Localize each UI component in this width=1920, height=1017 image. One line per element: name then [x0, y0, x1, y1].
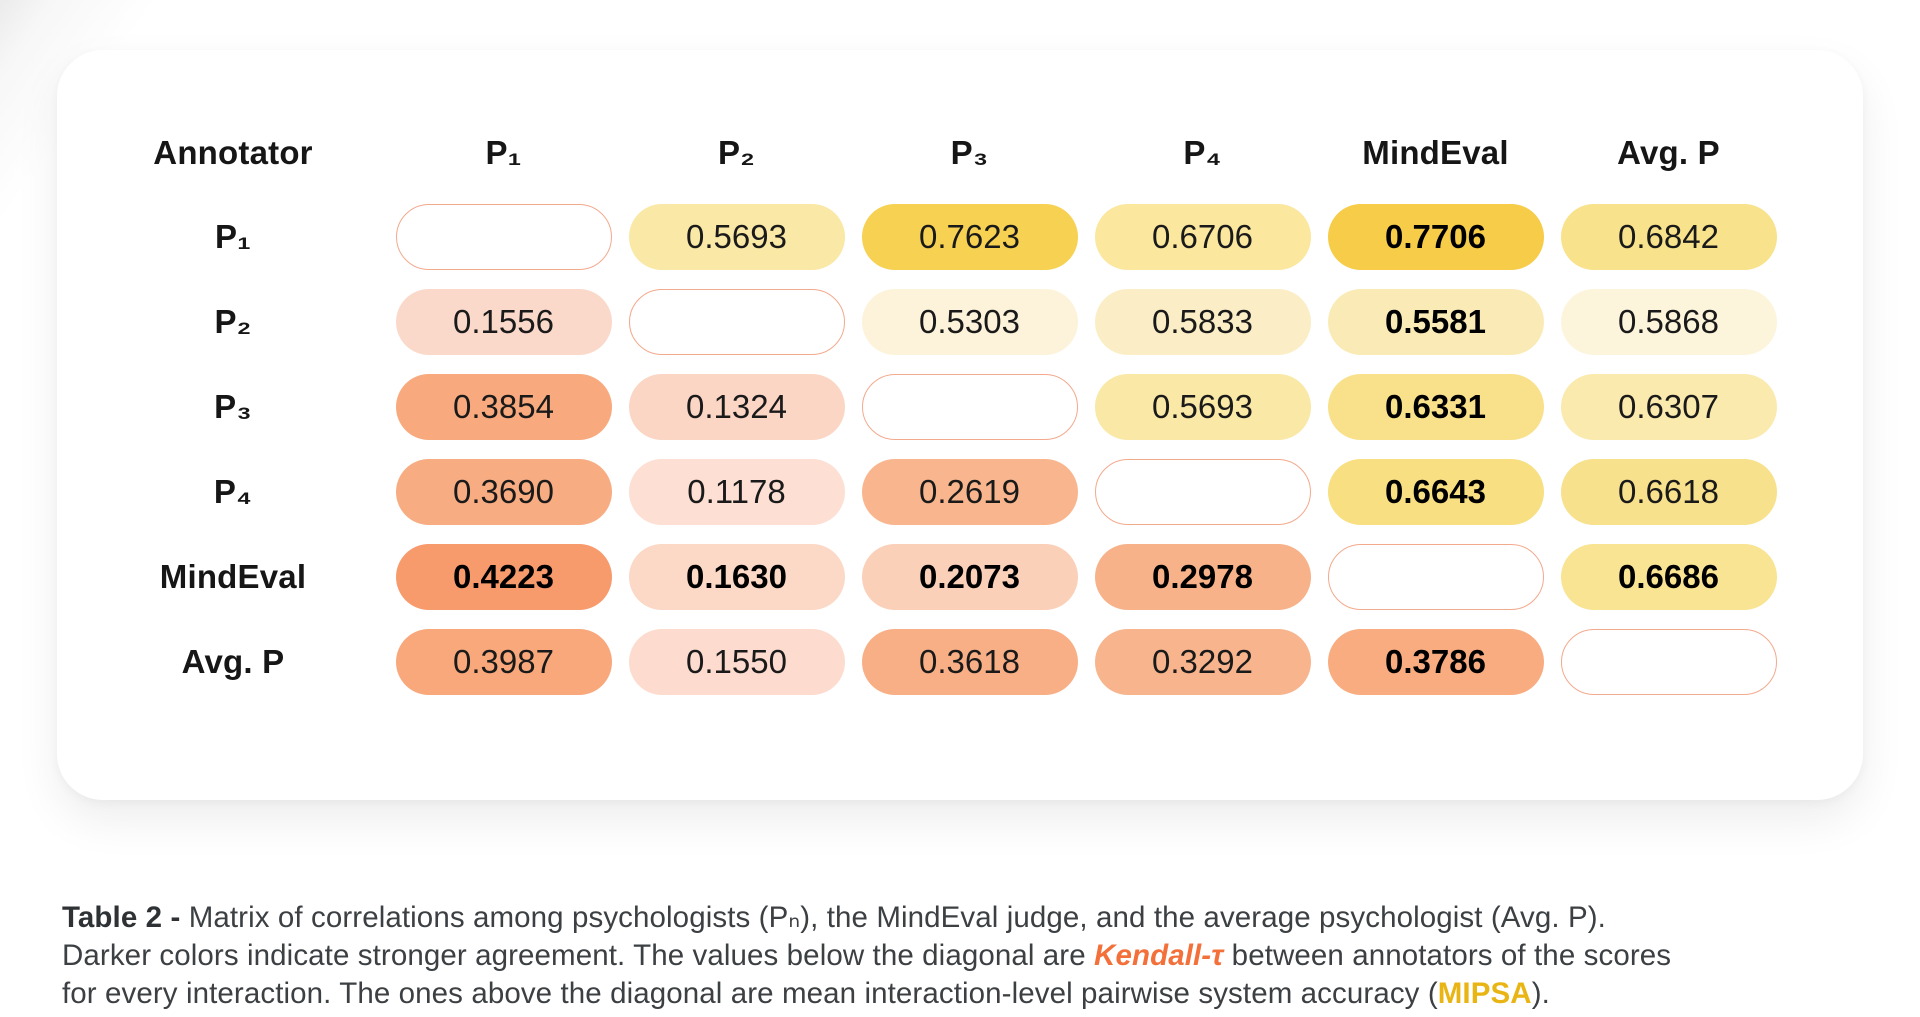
caption-line: Table 2 - Matrix of correlations among p… [62, 899, 1852, 937]
diagonal-cell [395, 203, 612, 270]
row-label: Avg. P [181, 642, 285, 680]
matrix-cell: 0.6686 [1560, 543, 1777, 610]
kendall-tau-label: Kendall-τ [1094, 939, 1224, 972]
diagonal-cell [1094, 458, 1311, 525]
matrix-cell: 0.7706 [1327, 203, 1544, 270]
caption-line: Darker colors indicate stronger agreemen… [62, 937, 1852, 975]
row-label: P₄ [213, 472, 253, 510]
matrix-cell: 0.6842 [1560, 203, 1777, 270]
header-p3: P₃ [950, 134, 989, 171]
header-p1: P₁ [485, 134, 522, 171]
correlation-matrix: Annotator P₁ P₂ P₃ P₄ MindEval Avg. P P₁… [57, 50, 1863, 704]
row-label: MindEval [159, 557, 307, 595]
diagonal-cell [1327, 543, 1544, 610]
table-row: P₄ 0.3690 0.1178 0.2619 0.6643 0.6618 [79, 449, 1863, 534]
header-annotator: Annotator [153, 134, 313, 171]
matrix-cell: 0.6618 [1560, 458, 1777, 525]
matrix-cell: 0.1178 [628, 458, 845, 525]
table-row: MindEval 0.4223 0.1630 0.2073 0.2978 0.6686 [79, 534, 1863, 619]
matrix-cell: 0.3786 [1327, 628, 1544, 695]
caption-text: Darker colors indicate stronger agreemen… [62, 939, 1095, 972]
matrix-cell: 0.5303 [861, 288, 1078, 355]
matrix-cell: 0.3854 [395, 373, 612, 440]
matrix-cell: 0.5693 [628, 203, 845, 270]
matrix-cell: 0.5581 [1327, 288, 1544, 355]
matrix-cell: 0.1550 [628, 628, 845, 695]
table-row: P₃ 0.3854 0.1324 0.5693 0.6331 0.6307 [79, 364, 1863, 449]
matrix-cell: 0.2978 [1094, 543, 1311, 610]
matrix-body: P₁ 0.5693 0.7623 0.6706 0.7706 0.6842 P₂ 0.1556… [79, 194, 1863, 704]
matrix-cell: 0.2619 [861, 458, 1078, 525]
caption-text: Matrix of correlations among psychologis… [188, 901, 1606, 934]
caption-text: for every interaction. The ones above th… [62, 977, 1438, 1010]
row-label: P₃ [214, 387, 252, 425]
matrix-cell: 0.6706 [1094, 203, 1311, 270]
diagonal-cell [861, 373, 1078, 440]
matrix-cell: 0.5693 [1094, 373, 1311, 440]
caption-line: for every interaction. The ones above th… [62, 975, 1852, 1013]
header-avg-p: Avg. P [1617, 134, 1720, 171]
correlation-matrix-card: Annotator P₁ P₂ P₃ P₄ MindEval Avg. P P₁… [57, 50, 1863, 800]
matrix-cell: 0.5868 [1560, 288, 1777, 355]
caption-text: between annotators of the scores [1223, 939, 1672, 972]
header-p4: P₄ [1183, 134, 1222, 171]
matrix-cell: 0.4223 [395, 543, 612, 610]
matrix-header-row: Annotator P₁ P₂ P₃ P₄ MindEval Avg. P [79, 112, 1863, 194]
matrix-cell: 0.1556 [395, 288, 612, 355]
row-label: P₂ [214, 302, 252, 340]
matrix-cell: 0.6643 [1327, 458, 1544, 525]
mipsa-label: MIPSA [1437, 977, 1532, 1010]
caption: Table 2 - Matrix of correlations among p… [62, 899, 1852, 1013]
matrix-cell: 0.1324 [628, 373, 845, 440]
matrix-cell: 0.2073 [861, 543, 1078, 610]
matrix-cell: 0.3618 [861, 628, 1078, 695]
matrix-cell: 0.7623 [861, 203, 1078, 270]
table-row: P₁ 0.5693 0.7623 0.6706 0.7706 0.6842 [79, 194, 1863, 279]
header-mindeval: MindEval [1362, 134, 1509, 171]
caption-text: Table 2 - [62, 901, 189, 934]
matrix-cell: 0.3987 [395, 628, 612, 695]
matrix-cell: 0.6307 [1560, 373, 1777, 440]
matrix-cell: 0.5833 [1094, 288, 1311, 355]
caption-text: ). [1531, 977, 1550, 1010]
diagonal-cell [1560, 628, 1777, 695]
table-row: P₂ 0.1556 0.5303 0.5833 0.5581 0.5868 [79, 279, 1863, 364]
matrix-cell: 0.3690 [395, 458, 612, 525]
table-row: Avg. P 0.3987 0.1550 0.3618 0.3292 0.3786 [79, 619, 1863, 704]
matrix-cell: 0.6331 [1327, 373, 1544, 440]
matrix-cell: 0.1630 [628, 543, 845, 610]
matrix-cell: 0.3292 [1094, 628, 1311, 695]
header-p2: P₂ [717, 134, 756, 171]
row-label: P₁ [214, 217, 252, 255]
diagonal-cell [628, 288, 845, 355]
